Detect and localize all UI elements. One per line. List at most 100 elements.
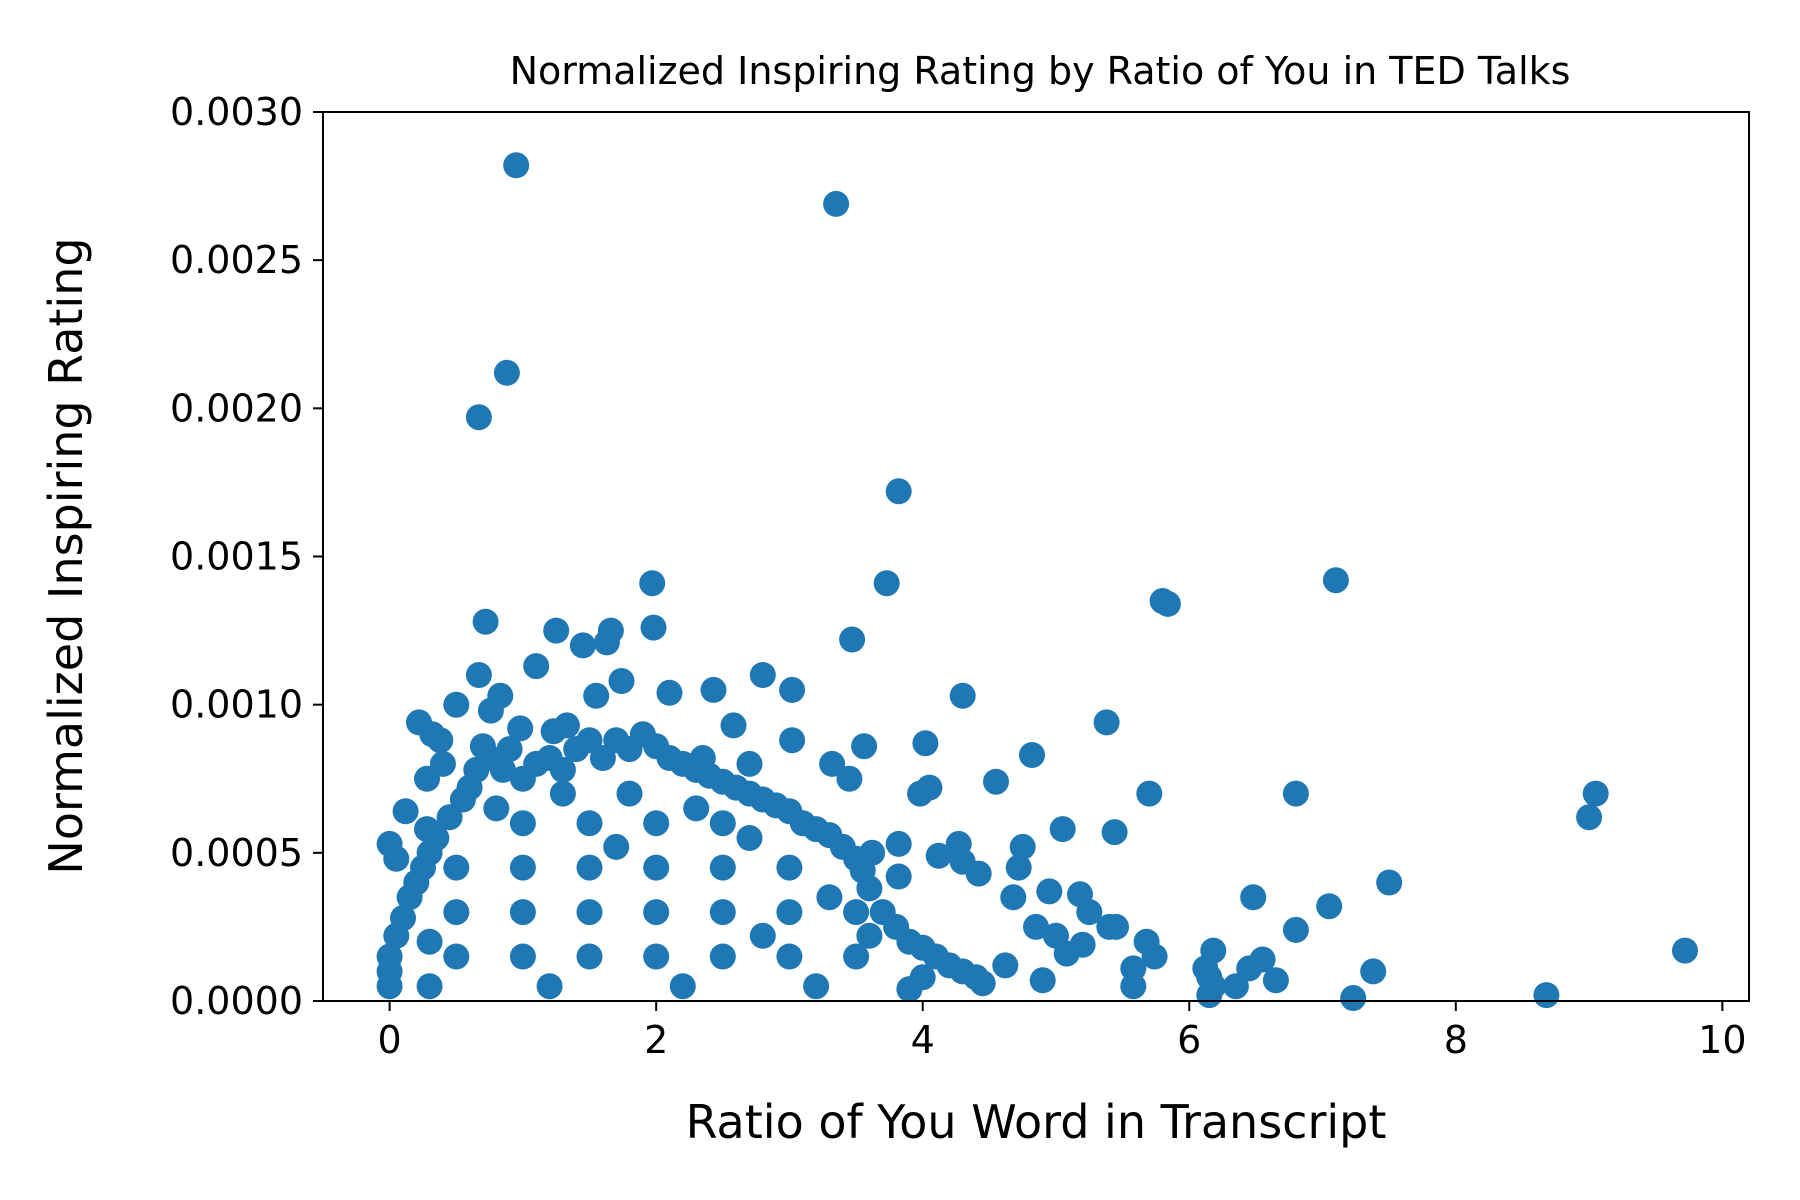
data-point bbox=[616, 780, 643, 807]
data-point bbox=[965, 860, 992, 887]
data-point bbox=[839, 626, 866, 653]
data-point bbox=[436, 804, 463, 831]
data-point bbox=[856, 875, 883, 902]
data-point bbox=[608, 668, 635, 694]
data-point bbox=[493, 359, 520, 386]
data-point bbox=[709, 854, 736, 881]
data-points bbox=[376, 152, 1698, 1011]
data-point bbox=[443, 899, 470, 926]
data-point bbox=[496, 736, 523, 763]
data-point bbox=[669, 973, 696, 1000]
data-point bbox=[885, 830, 912, 857]
data-point bbox=[643, 810, 670, 837]
data-point bbox=[593, 629, 620, 656]
data-point bbox=[885, 863, 912, 890]
data-point bbox=[1019, 742, 1045, 768]
data-point bbox=[949, 682, 976, 709]
data-point bbox=[1036, 878, 1063, 905]
chart-title: Normalized Inspiring Rating by Ratio of … bbox=[510, 49, 1571, 93]
data-point bbox=[925, 842, 952, 869]
data-point bbox=[509, 943, 536, 970]
data-point bbox=[503, 152, 530, 179]
data-point bbox=[443, 691, 470, 718]
data-point bbox=[983, 768, 1009, 795]
data-point bbox=[489, 756, 516, 783]
data-point bbox=[1360, 958, 1387, 985]
data-point bbox=[1029, 967, 1056, 994]
data-point bbox=[392, 798, 419, 825]
data-point bbox=[779, 676, 806, 703]
data-point bbox=[569, 632, 596, 659]
data-point bbox=[1672, 937, 1698, 964]
data-point bbox=[851, 733, 878, 760]
data-point bbox=[1141, 943, 1168, 970]
y-axis: 0.0000 0.0005 0.0010 0.0015 0.0020 0.0025 0.00… bbox=[170, 90, 323, 1023]
x-tick-label: 2 bbox=[644, 1018, 668, 1062]
data-point bbox=[1154, 590, 1181, 617]
data-point bbox=[416, 928, 443, 955]
data-point bbox=[390, 905, 416, 931]
data-point bbox=[376, 943, 403, 970]
y-tick-label: 0.0030 bbox=[170, 90, 303, 134]
data-point bbox=[1120, 973, 1147, 1000]
data-point bbox=[1316, 893, 1343, 920]
data-point bbox=[885, 478, 912, 505]
data-point bbox=[427, 727, 454, 754]
data-point bbox=[603, 833, 630, 860]
data-point bbox=[576, 899, 603, 926]
data-point bbox=[856, 922, 883, 949]
data-point bbox=[709, 810, 736, 837]
data-point bbox=[1533, 982, 1560, 1009]
data-point bbox=[1576, 804, 1603, 831]
data-point bbox=[1282, 916, 1309, 943]
data-point bbox=[749, 662, 776, 688]
data-point bbox=[749, 922, 776, 949]
data-point bbox=[576, 854, 603, 881]
data-point bbox=[509, 854, 536, 881]
data-point bbox=[509, 899, 536, 926]
data-point bbox=[549, 780, 576, 807]
data-point bbox=[1249, 946, 1276, 973]
y-tick-label: 0.0015 bbox=[170, 535, 303, 579]
data-point bbox=[700, 676, 727, 703]
data-point bbox=[549, 756, 576, 783]
data-point bbox=[553, 712, 580, 739]
data-point bbox=[589, 745, 616, 771]
data-point bbox=[1093, 709, 1120, 736]
data-point bbox=[416, 973, 443, 1000]
data-point bbox=[776, 899, 803, 926]
x-tick-label: 6 bbox=[1177, 1018, 1201, 1062]
data-point bbox=[576, 810, 603, 837]
data-point bbox=[1009, 833, 1036, 860]
data-point bbox=[1103, 913, 1129, 940]
x-tick-label: 10 bbox=[1698, 1018, 1746, 1062]
data-point bbox=[477, 697, 504, 724]
data-point bbox=[992, 952, 1019, 979]
y-tick-label: 0.0020 bbox=[170, 386, 303, 430]
data-point bbox=[776, 854, 803, 881]
data-point bbox=[683, 795, 710, 822]
y-tick-label: 0.0005 bbox=[170, 831, 303, 875]
data-point bbox=[483, 795, 510, 822]
data-point bbox=[639, 570, 666, 597]
data-point bbox=[507, 715, 534, 742]
x-tick-label: 8 bbox=[1444, 1018, 1468, 1062]
data-point bbox=[443, 943, 470, 970]
data-point bbox=[1222, 973, 1249, 1000]
y-tick-label: 0.0000 bbox=[170, 979, 303, 1023]
data-point bbox=[536, 973, 563, 1000]
data-point bbox=[1340, 985, 1367, 1011]
data-point bbox=[1240, 884, 1267, 911]
data-point bbox=[643, 943, 670, 970]
data-point bbox=[509, 810, 536, 837]
data-point bbox=[1376, 869, 1403, 896]
data-point bbox=[819, 750, 846, 777]
y-tick-label: 0.0010 bbox=[170, 683, 303, 727]
data-point bbox=[1196, 982, 1223, 1009]
data-point bbox=[1282, 780, 1309, 807]
data-point bbox=[423, 825, 450, 851]
data-point bbox=[823, 190, 850, 217]
data-point bbox=[576, 943, 603, 970]
data-point bbox=[896, 976, 923, 1003]
data-point bbox=[816, 884, 843, 911]
